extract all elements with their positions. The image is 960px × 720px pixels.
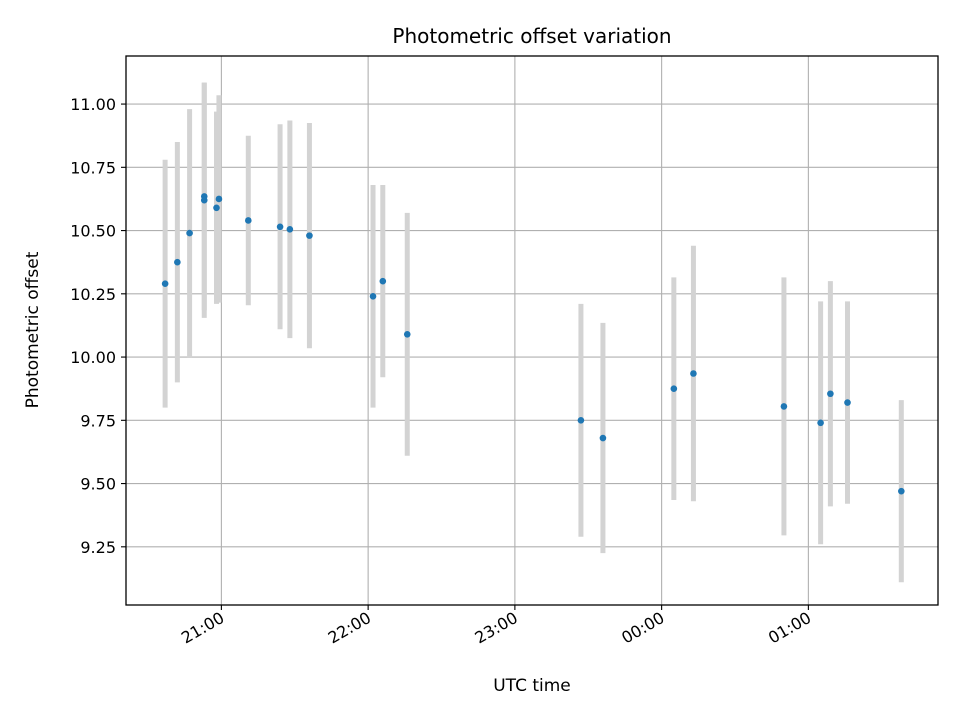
data-point [379, 277, 387, 285]
data-point [599, 434, 607, 442]
data-point [403, 330, 411, 338]
data-point [213, 204, 220, 212]
y-tick-label: 9.25 [80, 538, 116, 557]
data-point [780, 403, 788, 410]
plot-frame [125, 55, 939, 606]
data-point [898, 487, 905, 495]
data-point [215, 195, 223, 203]
grid [126, 56, 938, 605]
data-point [200, 193, 208, 200]
data-point [161, 280, 169, 287]
x-axis-label: UTC time [493, 676, 571, 696]
data-point [286, 226, 294, 233]
chart-title: Photometric offset variation [392, 24, 671, 48]
y-axis-ticks: 9.25 9.50 9.75 10.00 10.25 10.50 10.75 11.00 [70, 95, 126, 557]
y-tick-label: 10.75 [70, 158, 116, 177]
data-point [670, 385, 678, 392]
y-tick-label: 9.50 [80, 475, 116, 494]
data-points [161, 193, 905, 495]
y-tick-label: 9.75 [80, 411, 116, 430]
y-tick-label: 10.00 [70, 348, 116, 367]
data-point [690, 370, 697, 377]
data-point [174, 258, 181, 266]
y-tick-label: 10.25 [70, 285, 116, 304]
y-axis-label: Photometric offset [23, 251, 43, 408]
y-tick-label: 11.00 [70, 95, 116, 114]
data-point [244, 217, 252, 224]
data-point [276, 223, 284, 231]
y-tick-label: 10.50 [70, 222, 116, 241]
data-point [827, 390, 834, 398]
data-point [577, 417, 585, 424]
data-point [369, 293, 377, 300]
data-point [844, 399, 851, 406]
data-point [306, 232, 313, 239]
data-point [817, 419, 824, 427]
data-point [186, 229, 193, 237]
